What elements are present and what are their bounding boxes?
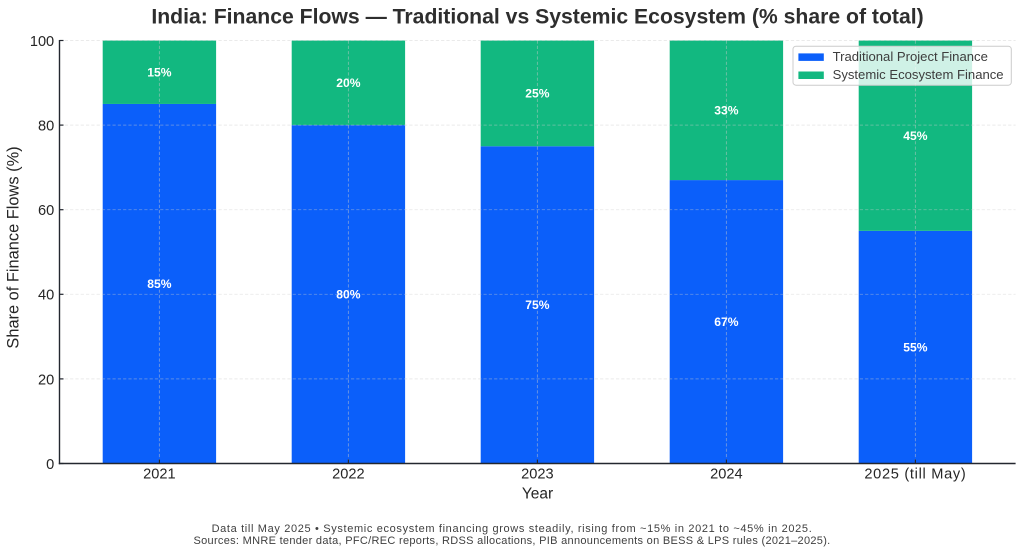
- svg-text:45%: 45%: [903, 129, 927, 143]
- svg-text:Data till May 2025 • Systemic: Data till May 2025 • Systemic ecosystem …: [212, 523, 813, 535]
- svg-text:75%: 75%: [525, 298, 549, 312]
- svg-text:2021: 2021: [143, 467, 175, 483]
- svg-text:India: Finance Flows — Traditi: India: Finance Flows — Traditional vs Sy…: [151, 5, 923, 28]
- svg-text:80: 80: [38, 119, 54, 135]
- svg-text:60: 60: [38, 203, 54, 219]
- svg-text:Year: Year: [522, 485, 553, 502]
- svg-text:0: 0: [46, 457, 54, 473]
- svg-text:33%: 33%: [714, 104, 738, 118]
- svg-text:20: 20: [38, 372, 54, 388]
- svg-text:Share of Finance Flows (%): Share of Finance Flows (%): [5, 146, 23, 348]
- svg-text:Systemic Ecosystem Finance: Systemic Ecosystem Finance: [833, 67, 1004, 82]
- svg-text:25%: 25%: [525, 87, 549, 101]
- svg-text:Traditional Project Finance: Traditional Project Finance: [833, 49, 988, 64]
- svg-text:67%: 67%: [714, 315, 738, 329]
- svg-text:80%: 80%: [336, 288, 360, 302]
- svg-text:40: 40: [38, 288, 54, 304]
- svg-text:55%: 55%: [903, 340, 927, 354]
- svg-text:2022: 2022: [332, 467, 364, 483]
- svg-text:20%: 20%: [336, 76, 360, 90]
- svg-text:2024: 2024: [710, 467, 742, 483]
- svg-text:85%: 85%: [147, 277, 171, 291]
- svg-text:Sources: MNRE tender data, PFC: Sources: MNRE tender data, PFC/REC repor…: [193, 535, 830, 547]
- svg-text:15%: 15%: [147, 66, 171, 80]
- svg-text:100: 100: [30, 34, 54, 50]
- svg-text:2023: 2023: [521, 467, 553, 483]
- svg-text:2025 (till May): 2025 (till May): [864, 467, 966, 483]
